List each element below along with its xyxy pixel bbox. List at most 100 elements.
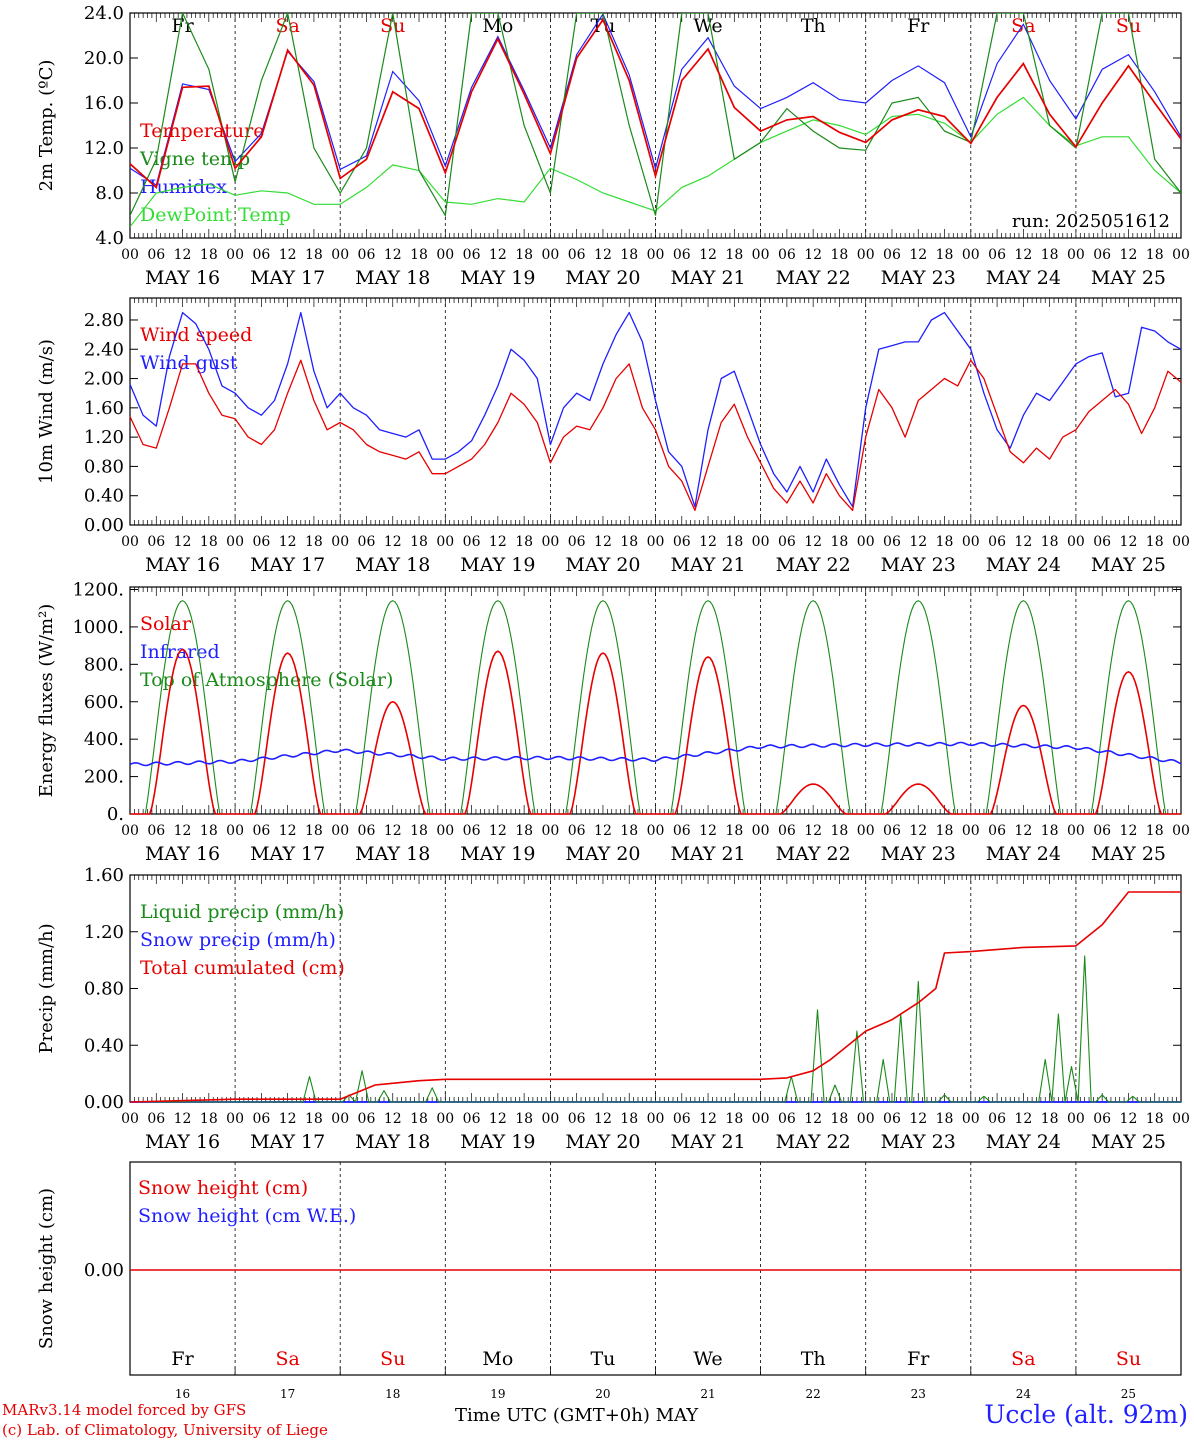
- panel-4-hour-label: 00: [1067, 1111, 1085, 1127]
- panel-4-hour-label: 06: [147, 1111, 165, 1127]
- panel-3-date-label: MAY 17: [250, 843, 325, 865]
- panel-2-hour-label: 12: [1120, 534, 1138, 550]
- panel-1-hour-label: 12: [1120, 247, 1138, 263]
- panel-1-y-tick-label: 12.0: [84, 138, 124, 159]
- panel-1-date-label: MAY 23: [881, 267, 956, 289]
- panel-1-hour-label: 12: [279, 247, 297, 263]
- panel-4-hour-label: 12: [384, 1111, 402, 1127]
- day-number-label: 22: [806, 1387, 821, 1400]
- panel-4-hour-label: 18: [200, 1111, 218, 1127]
- panel-2-hour-label: 18: [620, 534, 638, 550]
- panel-3-hour-label: 18: [936, 823, 954, 839]
- panel-1-hour-label: 06: [1093, 247, 1111, 263]
- forecast-chart: 4.0 8.0 12.0 16.0 20.0 24.0 2m Temp. (ºC) 00 06 1…: [36, 3, 1190, 1400]
- panel-2-hour-label: 12: [489, 534, 507, 550]
- panel-2-y-tick-label: 0.40: [84, 486, 124, 507]
- panel-2-hour-label: 00: [331, 534, 349, 550]
- panel-4-hour-label: 18: [305, 1111, 323, 1127]
- credit-line-lab: (c) Lab. of Climatology, University of L…: [2, 1421, 328, 1439]
- panel-3-hour-label: 06: [568, 823, 586, 839]
- panel-1-date-label: MAY 16: [145, 267, 220, 289]
- panel-4-hour-label: 12: [909, 1111, 927, 1127]
- panel-2-hour-label: 00: [121, 534, 139, 550]
- panel-4-date-label: MAY 23: [881, 1131, 956, 1153]
- panel-1-hour-label: 06: [252, 247, 270, 263]
- panel-2-y-tick-label: 1.60: [84, 398, 124, 419]
- panel-1-hour-label: 12: [174, 247, 192, 263]
- panel-2-y-tick-label: 2.00: [84, 369, 124, 390]
- panel-3-hour-label: 18: [1041, 823, 1059, 839]
- panel-1-hour-label: 12: [594, 247, 612, 263]
- panel-2-hour-label: 18: [1041, 534, 1059, 550]
- series-line-humidex: [130, 13, 1181, 187]
- panel-1-date-label: MAY 22: [776, 267, 851, 289]
- panel-4-y-tick-label: 0.00: [84, 1092, 124, 1113]
- panel-3-hour-label: 12: [1014, 823, 1032, 839]
- panel-1-hour-label: 00: [1172, 247, 1190, 263]
- panel-1-legend-entry: Vigne temp: [139, 148, 250, 170]
- panel-3-hour-label: 12: [384, 823, 402, 839]
- panel-1-hour-label: 06: [988, 247, 1006, 263]
- panel-3-date-label: MAY 16: [145, 843, 220, 865]
- panel-2-date-label: MAY 20: [565, 554, 640, 576]
- panel-2-hour-label: 06: [1093, 534, 1111, 550]
- panel-4-legend-entry: Snow precip (mm/h): [140, 929, 336, 951]
- panel-4-hour-label: 18: [1146, 1111, 1164, 1127]
- panel-3-hour-label: 06: [673, 823, 691, 839]
- weekday-label: Su: [380, 15, 405, 37]
- panel-1-hour-label: 06: [463, 247, 481, 263]
- panel-4-hour-label: 18: [936, 1111, 954, 1127]
- panel-3-date-label: MAY 18: [355, 843, 430, 865]
- x-axis-title-text: Time UTC (GMT+0h): [455, 1405, 650, 1426]
- panel-2-hour-label: 18: [1146, 534, 1164, 550]
- weekday-label: Th: [801, 15, 826, 37]
- panel-2-y-tick-label: 1.20: [84, 427, 124, 448]
- panel-2-hour-label: 06: [358, 534, 376, 550]
- panel-1-legend-entry: Temperature: [140, 120, 264, 142]
- station-label: Uccle (alt. 92m): [984, 1400, 1188, 1429]
- panel-3-hour-label: 12: [489, 823, 507, 839]
- panel-4-y-tick-label: 0.40: [84, 1035, 124, 1056]
- panel-2-hour-label: 06: [883, 534, 901, 550]
- panel-2-legend-entry: Wind gust: [140, 352, 238, 374]
- panel-4-hour-label: 00: [541, 1111, 559, 1127]
- panel-1-hour-label: 18: [936, 247, 954, 263]
- panel-2-y-tick-label: 0.80: [84, 456, 124, 477]
- panel-4-hour-label: 06: [673, 1111, 691, 1127]
- panel-3-hour-label: 12: [804, 823, 822, 839]
- day-number-label: 20: [595, 1387, 610, 1400]
- day-number-label: 16: [175, 1387, 190, 1400]
- panel-2-hour-label: 00: [1067, 534, 1085, 550]
- series-line-wind-gust: [129, 311, 1182, 508]
- panel-3-hour-label: 18: [620, 823, 638, 839]
- weekday-label: Su: [1116, 1348, 1141, 1370]
- panel-2-hour-label: 00: [226, 534, 244, 550]
- panel-2-hour-label: 06: [673, 534, 691, 550]
- panel-3-hour-label: 12: [909, 823, 927, 839]
- panel-3-y-tick-label: 200.: [84, 767, 124, 788]
- panel-1-date-label: MAY 25: [1091, 267, 1166, 289]
- panel-1-hour-label: 00: [331, 247, 349, 263]
- panel-4-hour-label: 12: [174, 1111, 192, 1127]
- panel-4-hour-label: 12: [804, 1111, 822, 1127]
- panel-3-hour-label: 18: [200, 823, 218, 839]
- panel-4-hour-label: 12: [699, 1111, 717, 1127]
- panel-2-y-tick-label: 0.00: [84, 515, 124, 536]
- panel-2-date-label: MAY 21: [670, 554, 745, 576]
- panel-1-hour-label: 00: [962, 247, 980, 263]
- panel-3-date-label: MAY 20: [565, 843, 640, 865]
- panel-1-hour-label: 00: [226, 247, 244, 263]
- panel-1-hour-label: 18: [515, 247, 533, 263]
- panel-2-hour-label: 12: [279, 534, 297, 550]
- series-line-total-cumulated: [129, 891, 1181, 1103]
- panel-3-hour-label: 06: [1093, 823, 1111, 839]
- panel-4-hour-label: 18: [620, 1111, 638, 1127]
- panel-2-hour-label: 18: [831, 534, 849, 550]
- panel-3-hour-label: 18: [515, 823, 533, 839]
- weekday-label: Mo: [482, 15, 513, 37]
- panel-1-hour-label: 18: [200, 247, 218, 263]
- panel-4-date-label: MAY 24: [986, 1131, 1061, 1153]
- panel-5-legend-entry: Snow height (cm): [138, 1177, 308, 1199]
- panel-2-hour-label: 18: [410, 534, 428, 550]
- weekday-label: We: [693, 1348, 722, 1370]
